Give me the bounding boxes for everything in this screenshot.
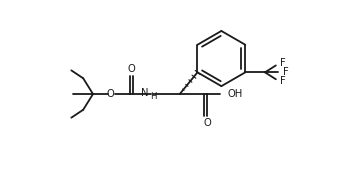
Text: H: H — [150, 93, 157, 102]
Text: N: N — [141, 88, 148, 98]
Text: O: O — [107, 89, 115, 99]
Text: O: O — [203, 118, 211, 128]
Text: F: F — [280, 76, 286, 86]
Text: F: F — [283, 67, 289, 77]
Text: F: F — [280, 59, 286, 69]
Text: O: O — [127, 64, 135, 74]
Text: OH: OH — [227, 89, 242, 99]
